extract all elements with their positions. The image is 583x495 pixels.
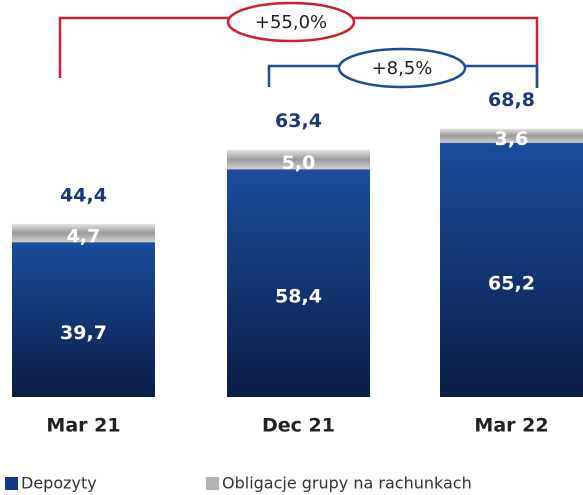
bar-segment	[12, 223, 155, 243]
x-tick-label: Mar 22	[474, 415, 548, 437]
value-label: 3,6	[495, 128, 529, 150]
legend-swatch	[206, 477, 219, 490]
value-label: 65,2	[488, 272, 535, 294]
annotation: +8,5%	[372, 58, 433, 79]
x-tick-label: Dec 21	[262, 415, 335, 437]
value-label: 58,4	[275, 286, 322, 308]
value-label: 4,7	[67, 226, 101, 248]
value-label: 39,7	[60, 322, 107, 344]
legend-label: Depozyty	[21, 474, 97, 493]
bar-segment	[440, 142, 583, 397]
x-tick-label: Mar 21	[46, 415, 120, 437]
bar-segment	[227, 169, 370, 397]
annotation: +55,0%	[255, 12, 327, 33]
annotation-bubble	[337, 47, 467, 89]
total-label: 63,4	[275, 110, 322, 132]
annotation-bubble	[226, 1, 356, 43]
legend-label: Obligacje grupy na rachunkach	[222, 474, 472, 493]
bar-segment	[440, 128, 583, 143]
bar-segment	[12, 242, 155, 397]
bar-segment	[227, 149, 370, 170]
legend-swatch	[5, 477, 18, 490]
total-label: 68,8	[488, 89, 535, 111]
total-label: 44,4	[60, 184, 107, 206]
value-label: 5,0	[282, 152, 316, 174]
